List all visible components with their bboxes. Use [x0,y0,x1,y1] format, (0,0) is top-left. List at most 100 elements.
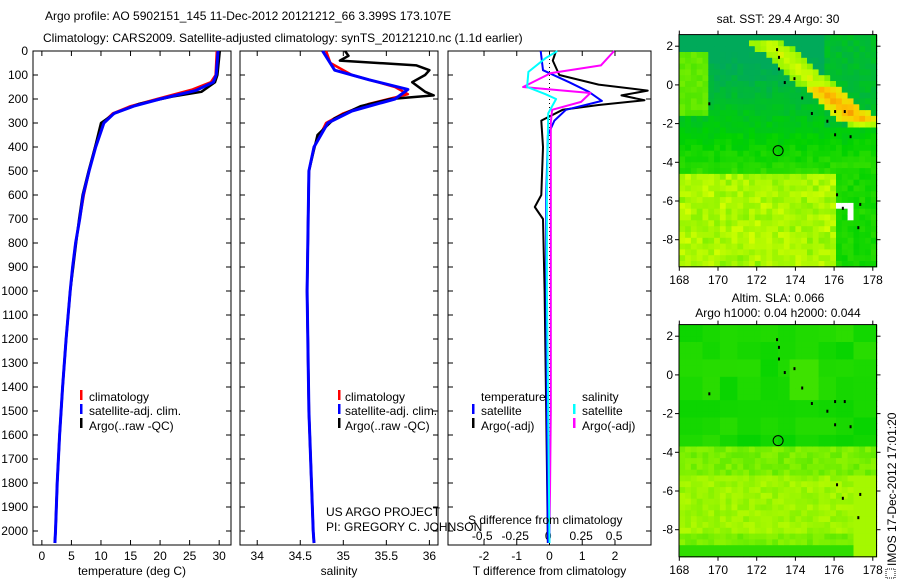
map-cell [865,510,872,517]
map-cell [685,394,692,401]
map-cell [685,359,692,366]
map-cell [719,156,727,163]
map-cell [737,330,744,337]
map-cell [702,492,709,500]
map-cell [778,324,785,331]
map-cell [801,359,808,366]
map-cell [778,423,785,430]
map-cell [749,324,756,331]
map-cell [789,405,796,413]
map-cell [714,168,721,175]
map-cell [772,516,779,523]
map-cell [731,144,738,152]
map-cell [859,237,866,245]
map-cell [725,261,733,268]
map-cell [783,452,791,459]
map-cell [795,133,802,140]
map-cell [690,330,698,337]
map-cell [830,261,837,268]
map-cell [749,440,756,448]
map-cell [696,405,704,413]
map-cell [870,110,878,117]
map-cell [807,522,814,529]
map-cell [853,400,860,407]
map-cell [807,545,814,552]
map-cell [870,86,878,94]
map-cell [818,214,825,221]
map-cell [737,388,744,395]
map-cell [772,510,779,517]
map-cell [778,115,785,123]
map-cell [807,516,814,523]
map-cell [783,110,791,117]
map-cell [836,324,843,331]
map-cell [702,463,709,471]
map-cell [754,69,762,76]
map-cell [714,423,721,430]
map-cell [847,382,854,389]
map-cell [725,156,733,163]
map-cell [679,342,686,349]
map-cell [696,353,704,360]
map-cell [824,185,831,192]
map-cell [743,411,750,419]
map-cell [719,226,727,233]
map-cell [853,440,860,448]
map-cell [679,226,686,233]
map-cell [778,81,785,88]
map-cell [812,52,820,59]
map-cell [801,150,808,158]
map-cell [766,551,773,558]
map-cell [749,127,756,134]
map-cell [725,69,733,76]
map-cell [725,237,733,245]
map-cell [708,133,715,140]
map-cell [801,75,808,82]
map-cell [696,394,704,401]
map-cell [754,440,762,448]
map-cell [859,168,866,175]
map-cell [824,52,831,59]
map-cell [818,533,825,540]
map-cell [766,371,773,378]
map-cell [824,81,831,88]
map-cell [766,400,773,407]
map-cell [714,400,721,407]
map-cell [870,57,878,65]
map-cell [859,551,866,558]
map-cell [818,330,825,337]
map-cell [795,475,802,482]
map-cell [714,185,721,192]
map-cell [870,69,878,76]
map-cell [725,57,733,65]
map-cell [708,156,715,163]
map-cell [812,434,820,442]
map-cell [778,237,785,245]
map-cell [865,423,872,430]
map-cell [830,330,837,337]
map-cell [812,214,820,221]
difference-panel: -2 -1 0 1 2T difference from climatology-0.5… [447,50,652,578]
map-cell [778,394,785,401]
map-cell [766,359,773,366]
map-cell [702,185,709,192]
map-cell [754,57,762,65]
map-cell [841,173,849,181]
map-cell [812,86,820,94]
map-cell [818,121,825,129]
map-cell [708,110,715,117]
map-cell [690,446,698,453]
map-cell [685,510,692,517]
map-cell [853,394,860,401]
map-cell [841,81,849,88]
map-cell [824,179,831,187]
map-cell [778,261,785,268]
map-cell [766,104,773,111]
map-cell [766,434,773,442]
legend-label: satellite [481,404,522,418]
map-cell [801,394,808,401]
map-cell [690,388,698,395]
map-cell [737,232,744,239]
map-cell [789,347,796,355]
